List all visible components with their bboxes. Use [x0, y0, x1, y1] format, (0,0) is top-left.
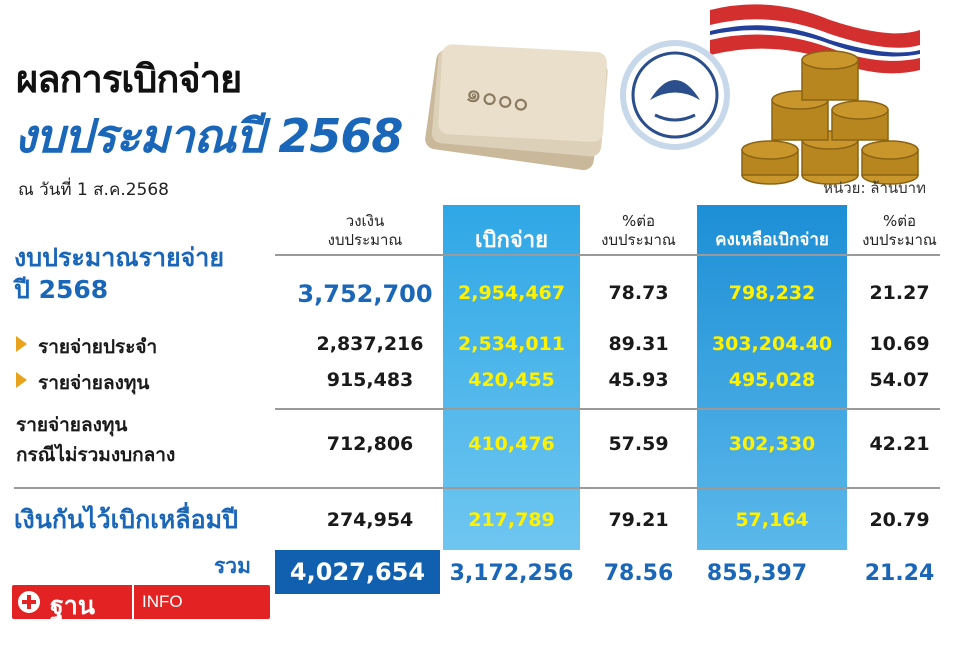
- total-remaining: 855,397: [706, 561, 808, 586]
- cell-pct1: 45.93: [608, 369, 669, 391]
- header-remaining: คงเหลือเบิกจ่าย: [715, 230, 829, 250]
- gold-coins-icon: [741, 50, 919, 185]
- total-disbursed: 3,172,256: [449, 561, 574, 586]
- row-label-carryover: เงินกันไว้เบิกเหลื่อมปี: [14, 505, 238, 534]
- cell-budget: 3,752,700: [297, 280, 433, 308]
- row-label-investment-excl-central: รายจ่ายลงทุน กรณีไม่รวมงบกลาง: [16, 414, 176, 466]
- cell-disbursed: 410,476: [468, 433, 555, 455]
- bullet-arrow-icon: [16, 336, 27, 352]
- divider-top: [275, 254, 940, 256]
- cell-remaining: 302,330: [728, 433, 816, 455]
- cell-pct1: 57.59: [608, 433, 669, 455]
- bullet-arrow-icon: [16, 372, 27, 388]
- ministry-seal-icon: [620, 40, 730, 150]
- cell-pct2: 20.79: [869, 509, 930, 531]
- divider-low: [14, 487, 940, 489]
- header-disbursed: เบิกจ่าย: [475, 228, 548, 253]
- header-budget: วงเงิน งบประมาณ: [327, 212, 403, 249]
- cell-disbursed: 420,455: [468, 369, 555, 391]
- total-pct2: 21.24: [864, 561, 935, 586]
- cell-pct2: 21.27: [869, 282, 930, 304]
- brand-name: ฐาน: [50, 591, 95, 620]
- cell-pct2: 42.21: [869, 433, 930, 455]
- plus-icon: [18, 591, 40, 613]
- as-of-date: ณ วันที่ 1 ส.ค.2568: [18, 180, 169, 200]
- row-label-recurring: รายจ่ายประจำ: [38, 336, 158, 358]
- title-line-2: งบประมาณปี 2568: [14, 109, 403, 163]
- cell-disbursed: 2,534,011: [458, 333, 565, 355]
- cell-pct2: 10.69: [869, 333, 930, 355]
- cell-budget: 915,483: [326, 369, 414, 391]
- disbursed-column-bg: [443, 205, 580, 550]
- row-label-total-budget: งบประมาณรายจ่าย ปี 2568: [14, 243, 224, 304]
- unit-label: หน่วย: ล้านบาท: [823, 179, 926, 197]
- banknote-stack-icon: ๑๐๐๐: [425, 44, 608, 171]
- divider-mid: [275, 408, 940, 410]
- cell-pct1: 79.21: [608, 509, 669, 531]
- cell-remaining: 303,204.40: [711, 333, 833, 355]
- cell-pct2: 54.07: [869, 369, 930, 391]
- header-pct2: %ต่อ งบประมาณ: [862, 212, 937, 249]
- header-pct1: %ต่อ งบประมาณ: [601, 212, 676, 249]
- title-line-1: ผลการเบิกจ่าย: [16, 57, 242, 101]
- total-budget: 4,027,654: [275, 550, 440, 594]
- remaining-column-bg: [697, 205, 847, 550]
- brand-tag: INFO GRAPHIC: [132, 585, 270, 645]
- cell-budget: 2,837,216: [316, 333, 424, 355]
- total-label: รวม: [214, 554, 251, 578]
- cell-remaining: 495,028: [728, 369, 816, 391]
- cell-budget: 274,954: [326, 509, 414, 531]
- cell-remaining: 798,232: [728, 282, 816, 304]
- decorative-illustration: ๑๐๐๐: [425, 4, 920, 185]
- cell-disbursed: 2,954,467: [458, 282, 565, 304]
- cell-remaining: 57,164: [735, 509, 809, 531]
- cell-disbursed: 217,789: [468, 509, 555, 531]
- cell-pct1: 78.73: [608, 282, 669, 304]
- cell-pct1: 89.31: [608, 333, 669, 355]
- cell-budget: 712,806: [326, 433, 414, 455]
- brand-logo: ฐาน INFO GRAPHIC: [12, 585, 270, 645]
- row-label-investment: รายจ่ายลงทุน: [38, 372, 150, 394]
- total-pct1: 78.56: [603, 561, 674, 586]
